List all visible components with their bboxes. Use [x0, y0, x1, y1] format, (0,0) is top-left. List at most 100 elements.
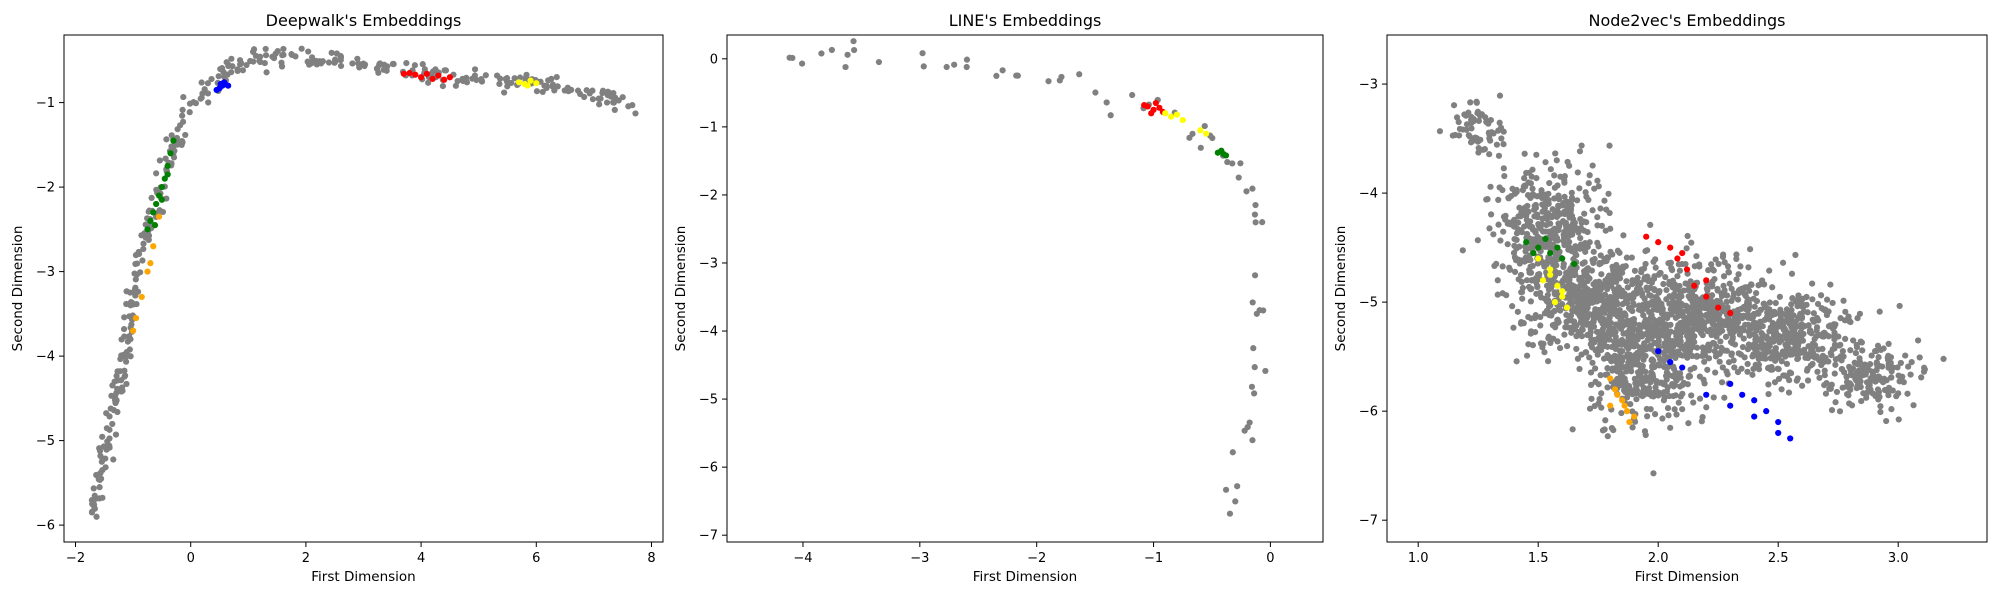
- background-point: [1250, 345, 1257, 352]
- background-point: [1574, 355, 1581, 362]
- background-point: [1678, 329, 1685, 336]
- background-point: [1577, 234, 1584, 242]
- community-point: [1626, 418, 1633, 426]
- background-point: [1537, 322, 1544, 329]
- background-point: [1686, 347, 1693, 355]
- community-point: [1607, 375, 1614, 382]
- background-point: [1799, 348, 1806, 355]
- background-point: [1629, 307, 1636, 315]
- background-point: [361, 61, 369, 68]
- y-tick-label: −3: [1359, 78, 1378, 93]
- background-point: [274, 47, 281, 55]
- background-point: [1786, 377, 1793, 384]
- background-point: [1860, 390, 1867, 397]
- background-point: [180, 93, 187, 101]
- background-point: [798, 60, 806, 67]
- background-point: [1762, 304, 1770, 311]
- scatter-points: [786, 38, 1269, 517]
- background-point: [1840, 353, 1847, 360]
- background-point: [1624, 284, 1631, 291]
- background-point: [1875, 396, 1882, 403]
- background-point: [1534, 260, 1542, 267]
- background-point: [1735, 271, 1742, 278]
- background-point: [90, 485, 97, 492]
- x-axis-label: First Dimension: [973, 569, 1077, 585]
- background-point: [337, 62, 345, 70]
- background-point: [1570, 323, 1577, 330]
- background-point: [1615, 356, 1622, 363]
- background-point: [1616, 377, 1623, 384]
- background-point: [1567, 271, 1574, 279]
- background-point: [1500, 128, 1507, 135]
- background-point: [1251, 364, 1258, 371]
- background-point: [1562, 221, 1569, 228]
- community-point: [1547, 271, 1554, 278]
- community-point: [429, 75, 436, 83]
- community-point: [132, 314, 140, 322]
- background-point: [374, 65, 381, 73]
- background-point: [1723, 368, 1730, 375]
- background-point: [1534, 193, 1541, 200]
- background-point: [1758, 330, 1765, 337]
- background-point: [1614, 247, 1621, 254]
- background-point: [1863, 363, 1871, 370]
- background-point: [1627, 400, 1634, 408]
- background-point: [1607, 319, 1615, 327]
- background-point: [1693, 253, 1700, 260]
- background-point: [145, 232, 153, 239]
- background-point: [1724, 263, 1732, 270]
- background-point: [439, 83, 447, 90]
- background-point: [1561, 228, 1568, 235]
- background-point: [599, 87, 607, 94]
- background-point: [1618, 370, 1625, 378]
- background-point: [549, 81, 556, 88]
- x-tick-label: −4: [793, 551, 812, 566]
- background-point: [1470, 118, 1477, 125]
- background-point: [1642, 377, 1649, 384]
- background-point: [127, 353, 134, 360]
- background-point: [1652, 264, 1659, 271]
- background-point: [1585, 196, 1592, 203]
- background-point: [1551, 321, 1558, 328]
- background-point: [1602, 417, 1609, 424]
- background-point: [1710, 321, 1718, 328]
- background-point: [1873, 347, 1880, 355]
- background-point: [1547, 302, 1554, 309]
- background-point: [1518, 319, 1525, 326]
- background-point: [1686, 304, 1693, 311]
- community-point: [446, 74, 453, 81]
- background-point: [262, 52, 270, 59]
- background-point: [1545, 196, 1552, 204]
- background-point: [1765, 391, 1772, 398]
- background-point: [1542, 191, 1549, 198]
- background-point: [1885, 340, 1892, 348]
- background-point: [1490, 231, 1497, 238]
- background-point: [153, 170, 160, 177]
- background-point: [288, 51, 296, 59]
- background-point: [1604, 343, 1611, 350]
- background-point: [1197, 144, 1204, 151]
- background-point: [1842, 308, 1849, 315]
- background-point: [1677, 301, 1684, 308]
- background-point: [1584, 273, 1592, 281]
- background-point: [1677, 319, 1684, 327]
- background-point: [1607, 331, 1614, 338]
- background-point: [1528, 173, 1535, 180]
- background-point: [1609, 343, 1616, 350]
- background-point: [1895, 416, 1902, 423]
- background-point: [1829, 299, 1836, 307]
- community-point: [1214, 149, 1221, 156]
- background-point: [1684, 315, 1692, 322]
- community-point: [1607, 402, 1614, 409]
- background-point: [1914, 337, 1922, 344]
- x-tick-label: 1.5: [1528, 551, 1549, 566]
- background-point: [1940, 355, 1947, 362]
- background-point: [920, 63, 927, 70]
- background-point: [1513, 358, 1520, 365]
- background-point: [1659, 329, 1666, 336]
- background-point: [1576, 276, 1583, 284]
- background-point: [1798, 324, 1806, 331]
- background-point: [1696, 395, 1704, 402]
- community-point: [1152, 99, 1159, 107]
- background-point: [306, 61, 313, 68]
